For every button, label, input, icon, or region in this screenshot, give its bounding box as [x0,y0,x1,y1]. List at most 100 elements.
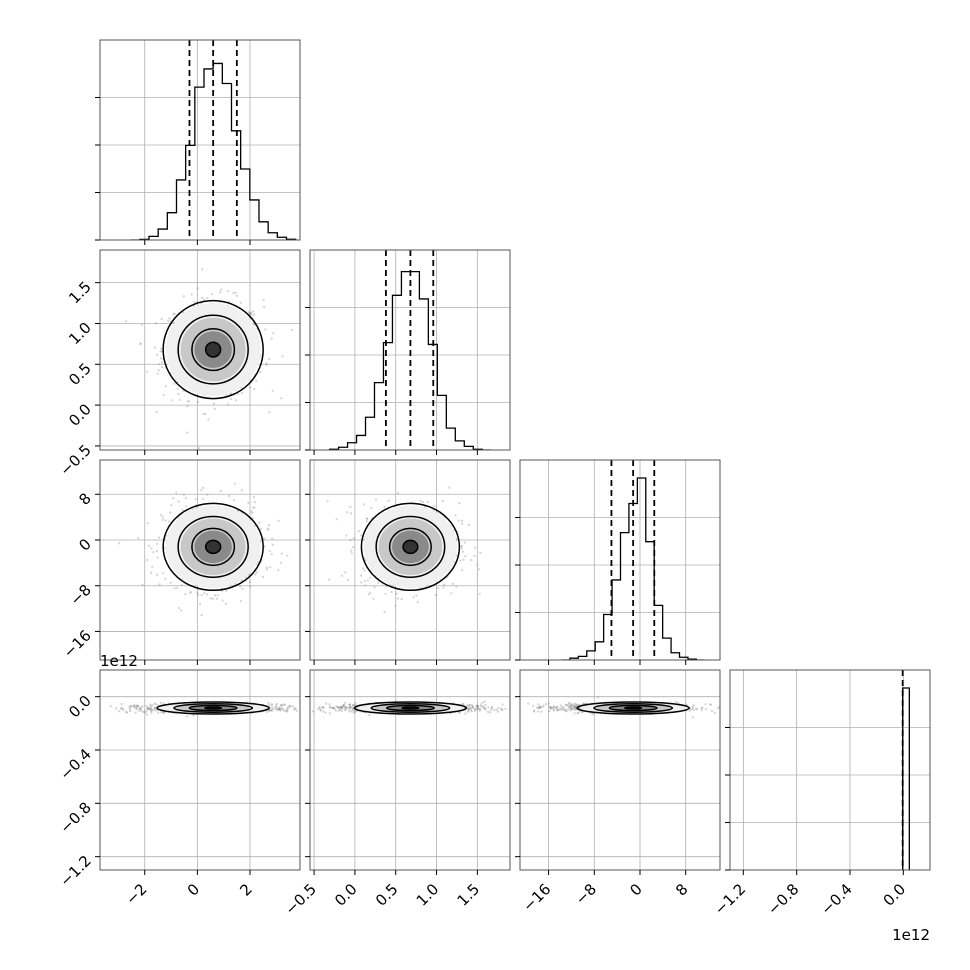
sample-point [468,708,471,711]
sample-point [527,702,530,705]
y-tick-label: 1.5 [65,278,95,308]
sample-point [173,587,176,590]
density-level [403,540,418,554]
sample-point [213,594,217,597]
sample-point [152,709,155,712]
sample-point [322,706,325,709]
x-tick-label: 0.5 [372,880,402,910]
sample-point [294,707,297,710]
sample-point [133,706,136,709]
sample-point [536,707,540,710]
sample-point [567,702,570,705]
sample-point [567,706,570,709]
sample-point [387,499,390,502]
sample-point [565,709,568,712]
sample-point [182,295,185,298]
sample-point [265,568,268,571]
sample-point [279,709,282,712]
sample-point [489,711,492,714]
sample-point [332,707,335,710]
sample-point [162,711,165,714]
sample-point [155,549,158,553]
sample-point [125,710,128,714]
sample-point [233,499,236,502]
sample-point [450,592,453,595]
sample-point [153,702,156,705]
sample-point [253,313,256,316]
sample-point [280,552,283,555]
sample-point [291,705,294,708]
sample-point [328,712,331,715]
sample-point [282,703,285,706]
sample-point [209,597,212,600]
sample-point [156,353,159,356]
sample-point [337,706,340,709]
axes-frame [99,459,301,661]
sample-point [283,703,287,706]
sample-point [206,296,209,300]
x-tick-label: −0.4 [817,880,855,918]
sample-point [253,501,256,504]
sample-point [140,323,143,326]
sample-point [189,591,192,594]
sample-point [154,322,157,325]
sample-point [118,710,121,713]
sample-point [478,708,481,711]
sample-point [460,519,464,523]
sample-point [351,546,355,549]
sample-point [263,545,266,548]
sample-point [268,709,271,712]
sample-point [336,706,339,709]
sample-point [351,707,354,710]
sample-point [161,515,164,518]
sample-point [153,706,156,709]
sample-point [145,704,148,707]
sample-point [677,701,680,705]
sample-point [146,522,149,525]
sample-point [307,708,309,710]
sample-point [164,577,167,580]
sample-point [556,709,559,712]
sample-point [467,704,470,708]
sample-point [469,706,472,709]
sample-point [264,328,267,331]
sample-point [565,710,568,713]
contour-line [156,701,270,715]
sample-point [319,709,322,712]
sample-point [339,706,342,709]
sample-point [317,708,320,711]
contour-line [608,704,658,712]
sample-point [461,550,464,553]
sample-point [573,702,576,705]
sample-point [346,706,349,710]
sample-point [276,708,279,711]
sample-point [570,708,573,711]
contour-line [162,299,264,400]
sample-point [270,337,273,340]
sample-point [722,707,724,709]
axes-frame [99,39,301,241]
sample-point [474,707,477,710]
sample-point [233,482,236,485]
sample-point [180,609,183,612]
sample-point [255,379,258,382]
sample-point [305,707,307,709]
sample-point [289,705,292,708]
sample-point [465,704,468,707]
sample-point [268,703,271,707]
sample-point [159,350,162,353]
sample-point [216,594,220,597]
sample-point [269,708,272,712]
sample-point [128,706,131,709]
sample-point [176,387,179,390]
y-tick-label: −0.4 [56,745,94,783]
sample-point [135,708,138,711]
sample-point [321,705,324,708]
sample-point [460,545,464,548]
sample-point [182,493,186,496]
sample-point [280,704,283,707]
sample-point [148,708,152,711]
sample-point [460,544,463,548]
sample-point [575,704,578,707]
contour-line [623,706,643,710]
